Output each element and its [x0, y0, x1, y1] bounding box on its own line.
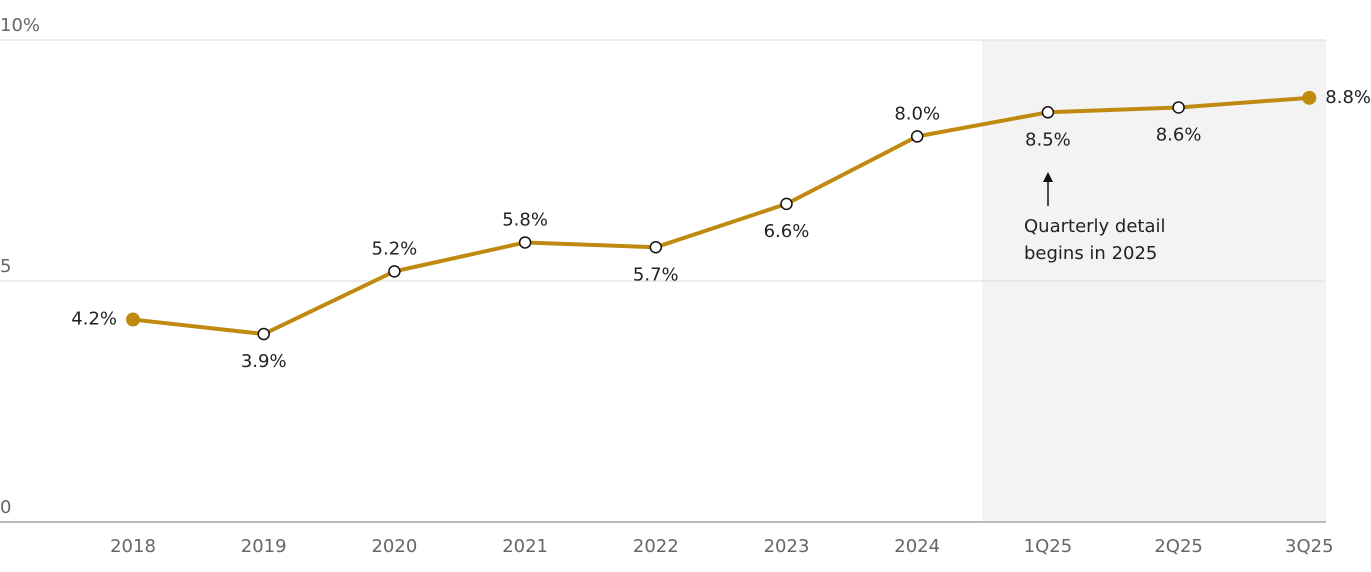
data-point	[780, 197, 793, 211]
data-point	[257, 327, 270, 341]
data-label: 4.2%	[71, 309, 117, 330]
x-tick-label: 2020	[371, 536, 417, 557]
data-label: 8.6%	[1156, 124, 1202, 145]
x-tick-label: 2024	[894, 536, 940, 557]
data-label: 5.2%	[372, 238, 418, 259]
annotation-line: begins in 2025	[1024, 243, 1157, 264]
x-tick-label: 2018	[110, 536, 156, 557]
y-tick-label: 0	[0, 497, 11, 518]
data-label: 3.9%	[241, 351, 287, 372]
x-tick-label: 2023	[764, 536, 810, 557]
data-label: 5.7%	[633, 264, 679, 285]
data-line	[132, 95, 1310, 337]
data-label: 6.6%	[764, 221, 810, 242]
data-point	[1302, 90, 1317, 105]
data-point	[1172, 101, 1185, 114]
x-tick-label: 2019	[241, 536, 287, 557]
data-point	[126, 312, 140, 327]
data-label: 8.0%	[894, 103, 940, 124]
y-tick-label: 10%	[0, 15, 40, 36]
x-tick-label: 2Q25	[1154, 536, 1203, 557]
x-tick-label: 2022	[633, 536, 679, 557]
x-tick-label: 3Q25	[1285, 536, 1334, 557]
data-label: 8.5%	[1025, 129, 1071, 150]
annotation-line: Quarterly detail	[1024, 216, 1166, 237]
data-point	[518, 236, 532, 249]
data-label: 5.8%	[502, 209, 548, 230]
data-point	[1041, 106, 1055, 119]
x-tick-label: 2021	[502, 536, 548, 557]
y-tick-label: 5	[0, 256, 11, 277]
annotation-arrowhead	[1043, 172, 1053, 182]
x-tick-label: 1Q25	[1024, 536, 1073, 557]
data-point	[649, 241, 663, 254]
data-point	[910, 130, 924, 143]
data-label: 8.8%	[1325, 87, 1371, 108]
data-point	[388, 265, 401, 278]
